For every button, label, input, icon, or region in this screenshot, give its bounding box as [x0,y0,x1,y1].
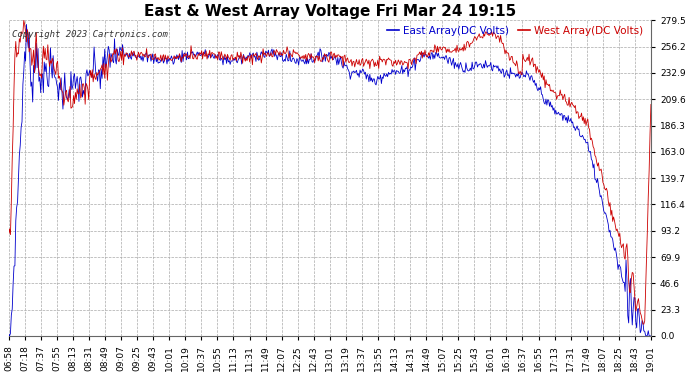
Title: East & West Array Voltage Fri Mar 24 19:15: East & West Array Voltage Fri Mar 24 19:… [144,4,516,19]
Text: Copyright 2023 Cartronics.com: Copyright 2023 Cartronics.com [12,30,168,39]
Legend: East Array(DC Volts), West Array(DC Volts): East Array(DC Volts), West Array(DC Volt… [382,22,648,40]
